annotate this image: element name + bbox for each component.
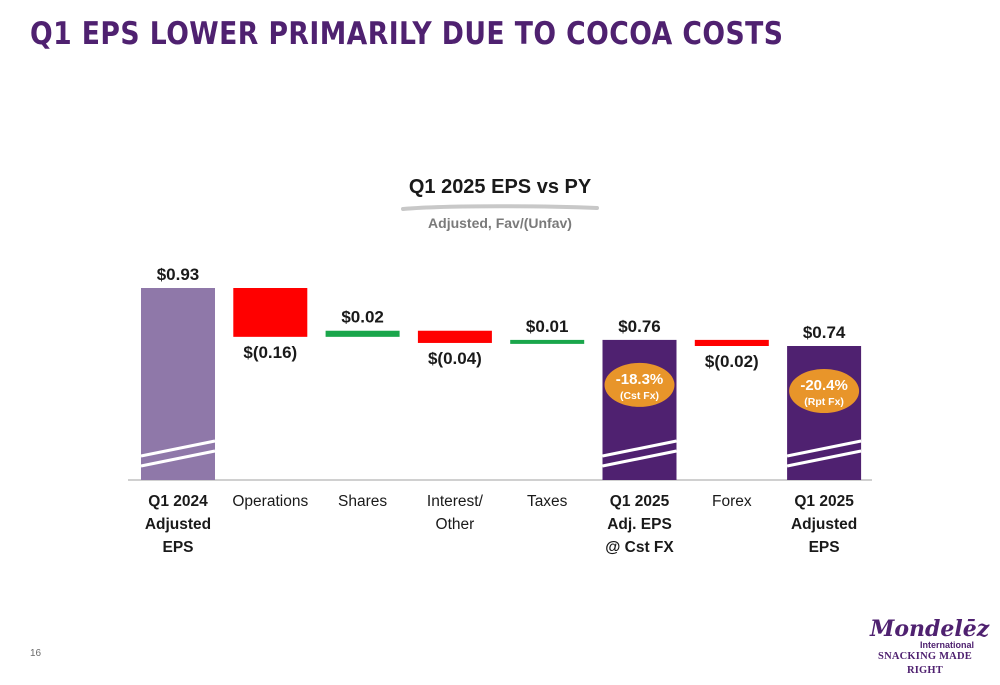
- logo-tagline: SNACKING MADE RIGHT: [878, 651, 972, 676]
- value-label-step-3: $0.02: [341, 308, 384, 327]
- category-label-step-8-line-2: Adjusted: [791, 516, 857, 533]
- category-label-step-6-line-3: @ Cst FX: [605, 539, 674, 556]
- slide-number: 16: [30, 648, 42, 659]
- axis-break-mark-step-6-2: [602, 449, 677, 468]
- chart-subtitle: Adjusted, Fav/(Unfav): [428, 215, 572, 231]
- axis-break-mark-step-1-1: [140, 439, 216, 458]
- waterfall-chart: $0.93 Q1 2024 Adjusted EPS $(0.16) Operations…: [128, 265, 872, 556]
- category-label-step-8-line-3: EPS: [809, 539, 840, 556]
- category-label-step-1-line-1: Q1 2024: [148, 493, 208, 510]
- category-label-step-7-line-1: Forex: [712, 493, 752, 510]
- category-label-step-1-line-3: EPS: [162, 539, 193, 556]
- bar-step-7: [694, 339, 769, 346]
- bar-step-1: [141, 288, 215, 480]
- value-label-step-4: $(0.04): [428, 349, 482, 368]
- bar-step-3: [325, 330, 400, 337]
- value-label-step-8: $0.74: [803, 323, 846, 342]
- value-label-step-1: $0.93: [157, 265, 200, 284]
- value-label-step-7: $(0.02): [705, 352, 759, 371]
- value-label-step-2: $(0.16): [243, 343, 297, 362]
- slide-title: Q1 EPS LOWER PRIMARILY DUE TO COCOA COST…: [30, 16, 784, 52]
- mondelez-logo: Mondelēz International SNACKING MADE RIG…: [870, 616, 990, 678]
- bar-step-2: [233, 288, 308, 337]
- category-label-step-2-line-1: Operations: [232, 493, 308, 510]
- category-label-step-8-line-1: Q1 2025: [794, 493, 854, 510]
- badge-step-8: [789, 369, 860, 413]
- category-label-step-3-line-1: Shares: [338, 493, 387, 510]
- category-label-step-1-line-2: Adjusted: [145, 516, 211, 533]
- chart-title: Q1 2025 EPS vs PY: [408, 176, 592, 198]
- value-label-step-6: $0.76: [618, 317, 661, 336]
- bar-step-4: [417, 330, 492, 343]
- badge-value-step-8: -20.4%: [800, 377, 848, 394]
- logo-name: Mondelēz: [870, 616, 990, 642]
- badge-note-step-6: (Cst Fx): [620, 390, 659, 402]
- logo-sub: International: [919, 640, 974, 650]
- category-label-step-4-line-2: Other: [436, 516, 475, 533]
- axis-break-mark-step-8-1: [786, 439, 862, 458]
- title-underline: [401, 204, 599, 211]
- badge-value-step-6: -18.3%: [616, 371, 664, 388]
- badge-step-6: [604, 362, 675, 407]
- axis-break-mark-step-1-2: [140, 449, 216, 468]
- category-label-step-4-line-1: Interest/: [427, 493, 484, 510]
- value-label-step-5: $0.01: [526, 317, 569, 336]
- axis-break-mark-step-6-1: [602, 439, 677, 458]
- category-label-step-6-line-1: Q1 2025: [610, 493, 670, 510]
- bar-step-5: [510, 339, 585, 344]
- category-label-step-6-line-2: Adj. EPS: [607, 516, 672, 533]
- axis-break-mark-step-8-2: [786, 449, 862, 468]
- category-label-step-5-line-1: Taxes: [527, 493, 568, 510]
- badge-note-step-8: (Rpt Fx): [804, 396, 844, 408]
